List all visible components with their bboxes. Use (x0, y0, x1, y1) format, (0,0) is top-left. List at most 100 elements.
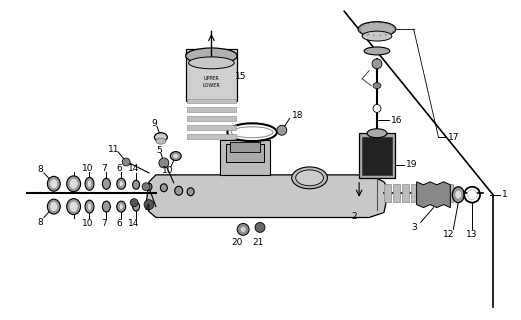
Text: UPPER: UPPER (204, 76, 219, 81)
Polygon shape (146, 175, 389, 218)
Ellipse shape (160, 184, 167, 192)
Text: 11: 11 (107, 145, 119, 154)
Bar (402, 184, 408, 202)
Bar (419, 184, 427, 202)
Ellipse shape (85, 200, 94, 213)
Ellipse shape (173, 154, 179, 158)
Text: 13: 13 (466, 230, 478, 239)
Ellipse shape (292, 167, 327, 189)
Text: 7: 7 (102, 219, 107, 228)
Ellipse shape (455, 190, 462, 199)
Bar (226, 144, 264, 162)
Circle shape (144, 200, 154, 210)
Text: 21: 21 (252, 238, 264, 247)
Text: 5: 5 (156, 146, 162, 155)
Circle shape (240, 227, 246, 232)
Ellipse shape (47, 199, 60, 214)
Bar (187, 125, 236, 130)
Bar (438, 184, 444, 202)
Bar (446, 184, 453, 202)
Ellipse shape (185, 48, 237, 64)
Text: 14: 14 (128, 219, 140, 228)
Text: 10: 10 (162, 166, 173, 175)
Text: 12: 12 (443, 230, 454, 239)
Text: 9: 9 (151, 119, 157, 128)
Text: 19: 19 (406, 160, 417, 170)
Circle shape (130, 199, 138, 207)
Ellipse shape (47, 176, 60, 191)
Bar (362, 137, 392, 175)
Ellipse shape (67, 176, 81, 192)
Bar (230, 142, 260, 152)
Ellipse shape (362, 31, 392, 41)
Ellipse shape (69, 178, 78, 189)
Circle shape (122, 158, 130, 166)
Text: 8: 8 (37, 165, 43, 174)
Bar (187, 99, 236, 103)
Ellipse shape (146, 183, 152, 190)
Ellipse shape (189, 57, 234, 69)
Text: 16: 16 (391, 116, 402, 125)
Ellipse shape (373, 83, 381, 89)
Bar (359, 133, 395, 178)
Ellipse shape (452, 187, 464, 203)
Text: 3: 3 (412, 223, 417, 232)
Ellipse shape (88, 203, 92, 211)
Ellipse shape (187, 188, 194, 196)
Ellipse shape (119, 181, 123, 187)
Text: LOWER: LOWER (203, 83, 220, 88)
Bar (185, 49, 237, 100)
Text: 6: 6 (116, 219, 122, 228)
Text: 2: 2 (351, 212, 357, 221)
Ellipse shape (156, 138, 166, 144)
Ellipse shape (119, 204, 123, 210)
Text: 14: 14 (128, 164, 140, 173)
Circle shape (255, 222, 265, 232)
Circle shape (277, 125, 287, 135)
Ellipse shape (170, 152, 181, 161)
Ellipse shape (50, 202, 58, 212)
Bar (187, 116, 236, 121)
Text: 18: 18 (292, 111, 303, 120)
Text: 10: 10 (82, 219, 93, 228)
Bar (429, 184, 436, 202)
Text: 8: 8 (37, 218, 43, 227)
Text: 6: 6 (116, 164, 122, 173)
Ellipse shape (50, 179, 58, 189)
Ellipse shape (133, 202, 140, 211)
Text: 1: 1 (502, 190, 507, 199)
Ellipse shape (88, 180, 92, 188)
Text: 10: 10 (82, 164, 93, 173)
Text: 20: 20 (231, 238, 243, 247)
Ellipse shape (358, 22, 396, 36)
Ellipse shape (103, 201, 110, 212)
Text: 15: 15 (235, 72, 247, 81)
Bar (411, 184, 418, 202)
Ellipse shape (175, 186, 183, 195)
Circle shape (467, 190, 477, 200)
Bar (393, 184, 400, 202)
Ellipse shape (117, 201, 126, 212)
Circle shape (142, 183, 150, 191)
Circle shape (373, 105, 381, 112)
Ellipse shape (69, 201, 78, 212)
Bar (384, 184, 391, 202)
Text: 7: 7 (102, 164, 107, 173)
Ellipse shape (103, 178, 110, 189)
Ellipse shape (154, 133, 167, 142)
Bar (187, 108, 236, 112)
Ellipse shape (133, 180, 140, 189)
Text: 17: 17 (449, 133, 460, 142)
Circle shape (159, 158, 169, 168)
Ellipse shape (117, 178, 126, 189)
Polygon shape (417, 182, 450, 208)
Ellipse shape (364, 47, 390, 55)
Ellipse shape (367, 129, 387, 138)
Circle shape (372, 59, 382, 69)
Ellipse shape (67, 199, 81, 214)
Ellipse shape (231, 127, 273, 138)
Bar (187, 134, 236, 139)
Ellipse shape (85, 177, 94, 190)
Bar (220, 140, 270, 175)
Circle shape (237, 223, 249, 235)
